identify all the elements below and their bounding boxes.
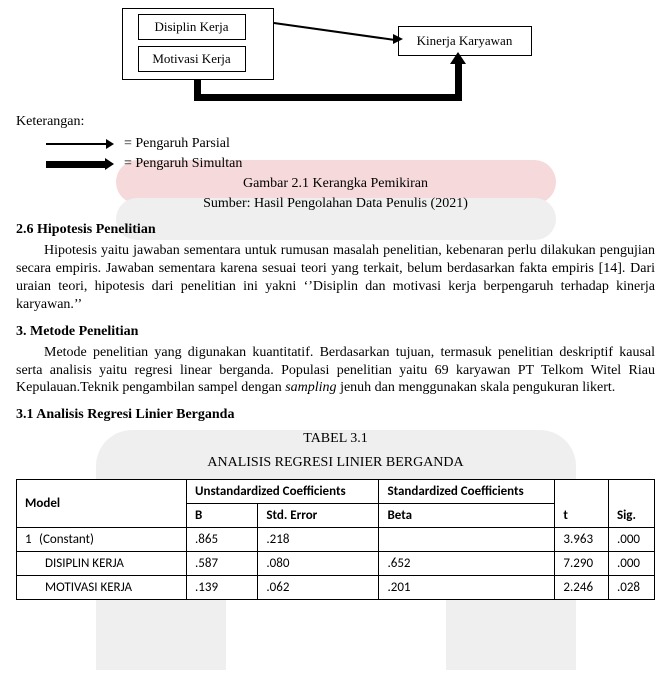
legend-partial-text: = Pengaruh Parsial [124, 136, 230, 152]
heading-2-6: 2.6 Hipotesis Penelitian [16, 222, 655, 238]
row-label: DISIPLIN KERJA [17, 552, 187, 576]
simultan-arrow-head [450, 52, 466, 64]
simultan-arrow-seg2 [194, 94, 462, 101]
cell-t: 7.290 [555, 552, 609, 576]
cell-model: 1 (Constant) [17, 528, 187, 552]
legend-simultan: = Pengaruh Simultan [46, 156, 655, 172]
para-metode-em: sampling [285, 380, 336, 395]
cell-sig: .000 [608, 552, 654, 576]
legend-thin-arrow-icon [46, 143, 106, 145]
row-label: (Constant) [39, 532, 94, 547]
simultan-arrow-seg3 [455, 62, 462, 101]
th-unstd: Unstandardized Coefficients [187, 480, 379, 504]
para-metode: Metode penelitian yang digunakan kuantit… [16, 344, 655, 398]
box-disiplin: Disiplin Kerja [138, 14, 246, 40]
th-std: Standardized Coefficients [379, 480, 555, 504]
cell-se: .218 [258, 528, 379, 552]
table-title: ANALISIS REGRESI LINIER BERGANDA [16, 455, 655, 471]
th-sig: Sig. [608, 480, 654, 528]
cell-beta [379, 528, 555, 552]
cell-b: .587 [187, 552, 258, 576]
figure-caption: Gambar 2.1 Kerangka Pemikiran [16, 176, 655, 192]
th-stderr: Std. Error [258, 504, 379, 528]
row-label: MOTIVASI KERJA [17, 576, 187, 600]
th-b: B [187, 504, 258, 528]
cell-t: 3.963 [555, 528, 609, 552]
cell-b: .865 [187, 528, 258, 552]
table-label: TABEL 3.1 [16, 431, 655, 447]
th-t: t [555, 480, 609, 528]
cell-sig: .028 [608, 576, 654, 600]
heading-3: 3. Metode Penelitian [16, 324, 655, 340]
cell-se: .080 [258, 552, 379, 576]
partial-arrow-head [393, 34, 403, 44]
th-beta: Beta [379, 504, 555, 528]
table-row: Model Unstandardized Coefficients Standa… [17, 480, 655, 504]
legend-simultan-text: = Pengaruh Simultan [124, 156, 242, 172]
para-metode-b: jenuh dan menggunakan skala pengukuran l… [337, 380, 616, 395]
legend-thick-arrow-icon [46, 161, 106, 168]
cell-b: .139 [187, 576, 258, 600]
figure-source: Sumber: Hasil Pengolahan Data Penulis (2… [16, 196, 655, 212]
cell-t: 2.246 [555, 576, 609, 600]
cell-se: .062 [258, 576, 379, 600]
partial-arrow-line [273, 22, 396, 41]
table-row: DISIPLIN KERJA .587 .080 .652 7.290 .000 [17, 552, 655, 576]
para-hipotesis: Hipotesis yaitu jawaban sementara untuk … [16, 242, 655, 314]
cell-sig: .000 [608, 528, 654, 552]
regression-table: Model Unstandardized Coefficients Standa… [16, 479, 655, 600]
table-row: 1 (Constant) .865 .218 3.963 .000 [17, 528, 655, 552]
framework-diagram: Disiplin Kerja Motivasi Kerja Kinerja Ka… [116, 8, 556, 108]
cell-beta: .652 [379, 552, 555, 576]
legend-partial: = Pengaruh Parsial [46, 136, 655, 152]
box-motivasi: Motivasi Kerja [138, 46, 246, 72]
cell-beta: .201 [379, 576, 555, 600]
table-row: MOTIVASI KERJA .139 .062 .201 2.246 .028 [17, 576, 655, 600]
heading-3-1: 3.1 Analisis Regresi Linier Berganda [16, 407, 655, 423]
th-model: Model [17, 480, 187, 528]
model-index: 1 [25, 532, 39, 547]
keterangan-label: Keterangan: [16, 114, 655, 130]
